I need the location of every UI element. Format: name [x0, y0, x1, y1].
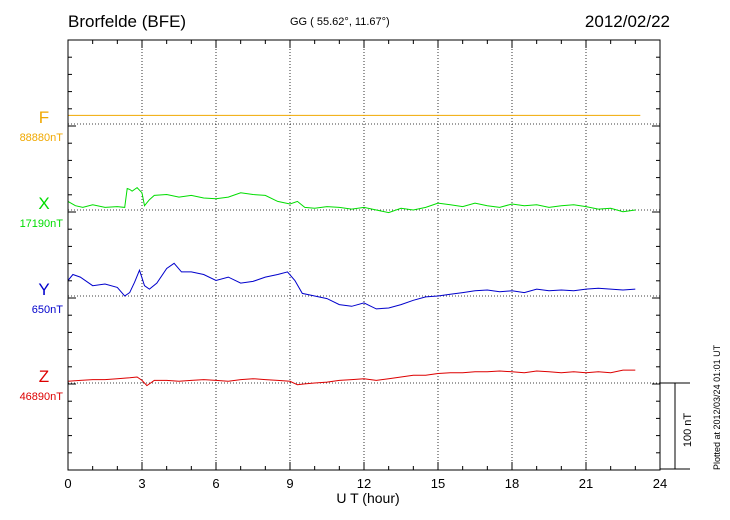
x-tick-label-12: 12 — [357, 476, 371, 491]
series-label-Y: Y — [38, 280, 49, 299]
series-label-X: X — [38, 194, 49, 213]
scale-bar-label: 100 nT — [682, 413, 694, 448]
series-traces — [67, 114, 641, 387]
baseline-value-X: 17190nT — [20, 218, 64, 230]
x-tick-label-21: 21 — [579, 476, 593, 491]
x-tick-label-9: 9 — [286, 476, 293, 491]
station-title: Brorfelde (BFE) — [68, 12, 187, 31]
baseline-value-Z: 46890nT — [20, 391, 64, 403]
date-label: 2012/02/22 — [584, 12, 670, 31]
coordinates-label: GG ( 55.62°, 11.67°) — [290, 16, 390, 28]
x-tick-label-0: 0 — [64, 476, 71, 491]
x-tick-label-18: 18 — [505, 476, 519, 491]
plot-frame — [67, 39, 661, 471]
series-label-F: F — [39, 108, 49, 127]
x-axis-label: U T (hour) — [336, 490, 399, 506]
grid-lines — [141, 40, 587, 470]
series-line-Y — [67, 262, 636, 310]
scale-bar: 100 nT — [660, 382, 694, 470]
axes: 0 3 6 9 12 15 18 21 24 — [64, 39, 667, 491]
x-tick-label-24: 24 — [653, 476, 667, 491]
x-tick-label-15: 15 — [431, 476, 445, 491]
baseline-value-F: 88880nT — [20, 132, 64, 144]
baseline-value-Y: 650nT — [32, 304, 63, 316]
series-line-X — [67, 186, 636, 214]
series-label-Z: Z — [39, 367, 49, 386]
channel-labels: F 88880nT X 17190nT Y 650nT Z 46890nT — [20, 108, 64, 403]
x-tick-label-6: 6 — [212, 476, 219, 491]
x-tick-label-3: 3 — [138, 476, 145, 491]
series-line-Z — [67, 369, 636, 387]
